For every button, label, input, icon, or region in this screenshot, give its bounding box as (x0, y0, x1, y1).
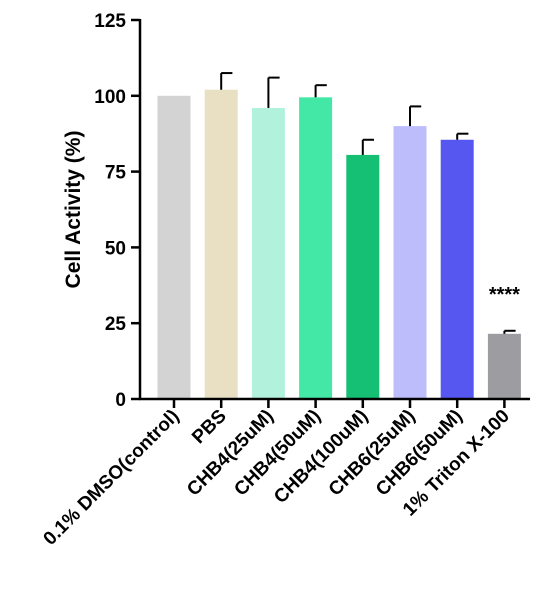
significance-annotation-0: **** (489, 284, 520, 306)
y-tick-label-3: 75 (105, 163, 127, 184)
bar-6 (440, 139, 474, 400)
bar-1 (204, 89, 238, 400)
x-tick-label-1: PBS (188, 406, 230, 448)
bars-group (157, 89, 521, 400)
error-bars-group (220, 72, 516, 334)
bar-7 (487, 333, 521, 399)
axes-group (131, 18, 530, 408)
bar-0 (157, 95, 191, 400)
bar-3 (299, 97, 333, 399)
y-tick-label-5: 125 (94, 11, 126, 32)
y-tick-label-1: 25 (105, 314, 127, 335)
bar-4 (346, 154, 380, 399)
bar-2 (251, 107, 285, 399)
y-tick-label-0: 0 (115, 390, 126, 411)
x-tick-label-0: 0.1% DMSO(control) (40, 406, 184, 550)
y-tick-label-2: 50 (105, 238, 126, 259)
y-tick-label-4: 100 (94, 87, 126, 108)
y-axis-title: Cell Activity (%) (62, 131, 85, 289)
bar-5 (393, 126, 427, 400)
